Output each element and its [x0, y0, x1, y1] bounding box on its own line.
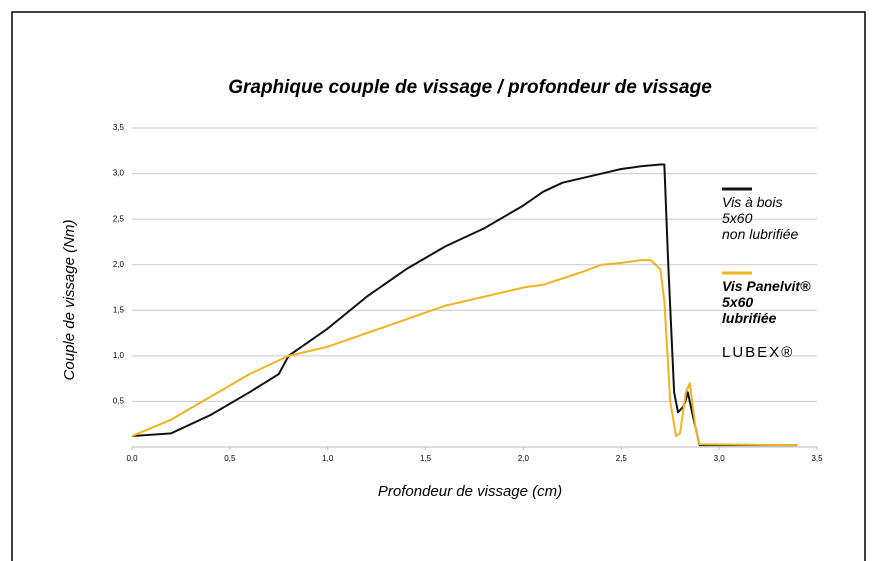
- y-tick-label: 2,0: [113, 260, 125, 269]
- chart-title: Graphique couple de vissage / profondeur…: [228, 77, 712, 98]
- y-tick-label: 1,0: [113, 351, 125, 360]
- x-tick-label: 3,5: [811, 454, 823, 463]
- x-tick-label: 0,0: [126, 454, 138, 463]
- x-tick-label: 2,0: [518, 454, 530, 463]
- x-tick-label: 2,5: [616, 454, 628, 463]
- x-tick-label: 0,5: [224, 454, 236, 463]
- y-axis-label: Couple de vissage (Nm): [61, 220, 78, 381]
- frame: [11, 11, 866, 561]
- x-tick-label: 1,5: [420, 454, 432, 463]
- y-tick-label: 1,5: [113, 305, 125, 314]
- x-axis-label: Profondeur de vissage (cm): [378, 483, 562, 500]
- legend-entry: Vis à bois 5x60 non lubrifiée: [722, 194, 799, 242]
- series-line: [131, 259, 798, 447]
- logo: LUBEX®: [722, 344, 795, 361]
- y-tick-label: 2,5: [113, 214, 125, 223]
- y-tick-label: 3,5: [113, 123, 125, 132]
- y-tick-label: 3,0: [113, 169, 125, 178]
- x-tick-label: 1,0: [322, 454, 334, 463]
- series-line: [131, 163, 798, 447]
- y-tick-label: 0,5: [113, 397, 125, 406]
- legend-entry: Vis Panelvit® 5x60 lubrifiée: [722, 278, 811, 326]
- x-tick-label: 3,0: [714, 454, 726, 463]
